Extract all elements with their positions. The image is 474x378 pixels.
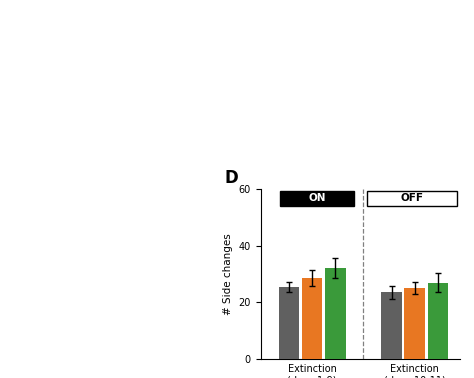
FancyBboxPatch shape — [280, 191, 355, 206]
Text: ON: ON — [309, 194, 326, 203]
Bar — [279, 287, 300, 359]
Bar — [404, 288, 425, 359]
Bar — [301, 278, 322, 359]
Bar — [428, 283, 448, 359]
FancyBboxPatch shape — [367, 191, 457, 206]
Bar — [325, 268, 346, 359]
Text: OFF: OFF — [401, 194, 424, 203]
Text: D: D — [225, 169, 238, 187]
Bar — [381, 293, 402, 359]
Y-axis label: # Side changes: # Side changes — [223, 233, 233, 315]
